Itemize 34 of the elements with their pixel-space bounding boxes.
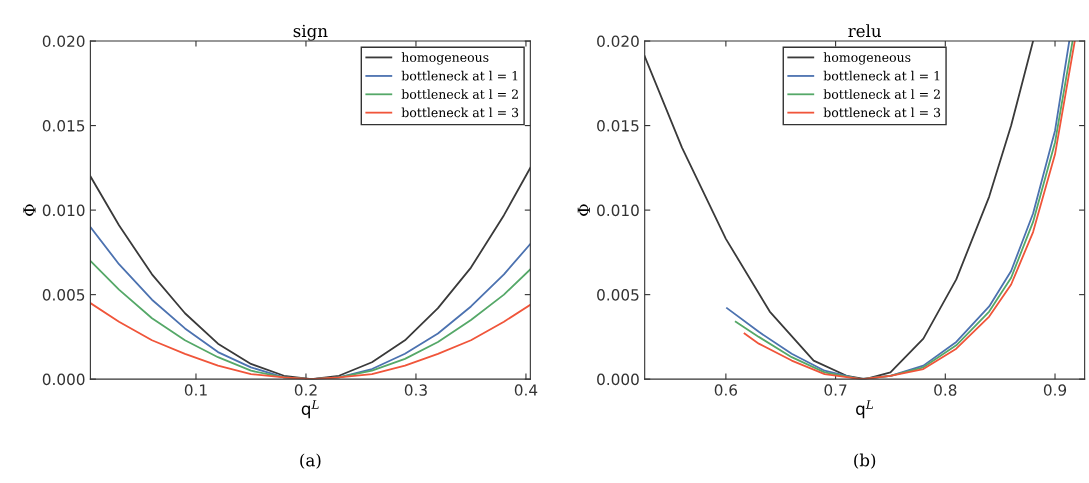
x-tick-label: 0.2 bbox=[294, 384, 317, 396]
x-tick-label: 0.3 bbox=[404, 384, 427, 396]
y-axis-title: Φ bbox=[23, 204, 36, 216]
y-tick-label: 0.005 bbox=[42, 289, 85, 301]
y-tick-label: 0.020 bbox=[42, 35, 85, 48]
legend-label: bottleneck at l = 1 bbox=[823, 70, 940, 81]
x-tick-label: 0.6 bbox=[714, 384, 738, 396]
y-tick-label: 0.015 bbox=[42, 120, 85, 132]
x-tick-label: 0.1 bbox=[184, 384, 207, 396]
text: (b) bbox=[854, 453, 876, 469]
y-tick-label: 0.000 bbox=[597, 373, 639, 386]
y-tick-label: 0.000 bbox=[42, 373, 85, 386]
x-axis-title: q$^{L}$ bbox=[856, 400, 873, 419]
x-tick-label: 0.8 bbox=[934, 384, 957, 396]
legend-label: bottleneck at l = 1 bbox=[401, 70, 518, 81]
chart-title: relu bbox=[848, 24, 881, 38]
legend-label: homogeneous bbox=[401, 52, 489, 65]
y-axis-title: Φ bbox=[577, 204, 590, 216]
chart-title: sign bbox=[293, 24, 328, 41]
y-tick-label: 0.010 bbox=[597, 204, 639, 217]
x-tick-label: 0.4 bbox=[514, 384, 538, 396]
x-tick-label: 0.7 bbox=[824, 384, 847, 396]
text: (a) bbox=[300, 453, 321, 469]
x-tick-label: 0.9 bbox=[1043, 384, 1067, 396]
legend-label: bottleneck at l = 3 bbox=[401, 107, 519, 118]
y-tick-label: 0.020 bbox=[597, 35, 639, 48]
legend-label: bottleneck at l = 2 bbox=[401, 89, 518, 99]
x-axis-title: q$^{L}$ bbox=[301, 400, 319, 419]
legend-label: bottleneck at l = 3 bbox=[823, 107, 941, 118]
legend-label: bottleneck at l = 2 bbox=[823, 89, 940, 99]
y-tick-label: 0.005 bbox=[597, 289, 639, 301]
y-tick-label: 0.015 bbox=[597, 120, 639, 132]
legend-label: homogeneous bbox=[823, 52, 911, 65]
y-tick-label: 0.010 bbox=[42, 204, 85, 217]
